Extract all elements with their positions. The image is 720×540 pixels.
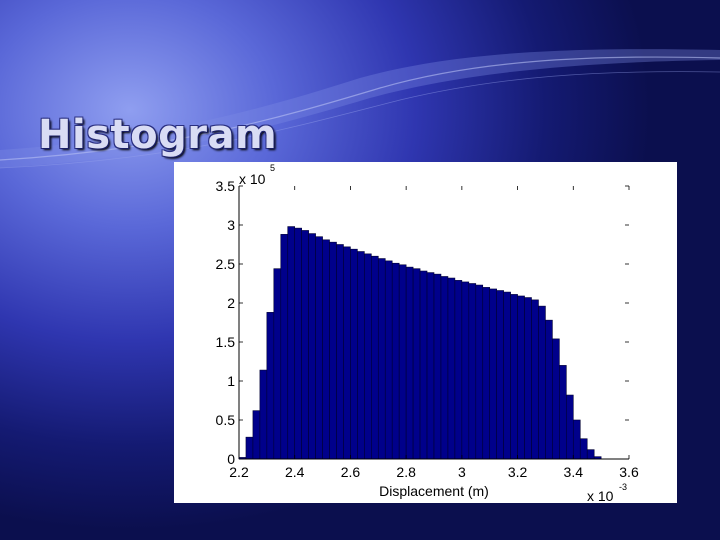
histogram-bar: [503, 291, 511, 460]
x-multiplier: x 10: [587, 488, 614, 503]
histogram-bar: [405, 266, 414, 460]
histogram-bar: [391, 262, 400, 460]
x-tick-label: 2.8: [396, 464, 416, 480]
histogram-bar: [287, 226, 296, 460]
histogram-bar: [552, 338, 560, 460]
histogram-bar: [426, 272, 435, 460]
histogram-bar: [329, 241, 337, 460]
histogram-bar: [357, 251, 365, 460]
histogram-bar: [531, 299, 539, 460]
histogram-bar: [301, 230, 309, 460]
histogram-bar: [245, 436, 254, 460]
histogram-bar: [308, 233, 316, 460]
histogram-bars: [238, 226, 602, 460]
histogram-bar: [510, 294, 518, 460]
histogram-bar: [579, 438, 588, 460]
slide-title: Histogram: [38, 112, 278, 158]
x-tick-label: 3: [458, 464, 466, 480]
histogram-bar: [440, 276, 449, 460]
y-tick-label: 2.5: [216, 256, 236, 272]
x-axis-label: Displacement (m): [379, 483, 489, 499]
histogram-bar: [252, 410, 261, 460]
histogram-bar: [336, 244, 344, 460]
histogram-bar: [419, 270, 428, 460]
y-multiplier-exponent: 5: [270, 163, 275, 173]
histogram-bar: [447, 277, 456, 460]
histogram-bar: [517, 295, 525, 460]
y-multiplier: x 10: [239, 171, 266, 187]
histogram-bar: [559, 365, 567, 460]
histogram-bar: [259, 369, 268, 460]
histogram-figure: 2.2 2.4 2.6 2.8 3 3.2 3.4 3.6 0 0.5 1 1.5 2 2.5 3 3.5 …: [174, 162, 677, 503]
histogram-bar: [273, 268, 282, 460]
x-tick-label: 3.4: [564, 464, 584, 480]
histogram-bar: [545, 319, 553, 460]
histogram-bar: [586, 449, 595, 460]
histogram-bar: [266, 312, 275, 460]
histogram-bar: [468, 283, 477, 460]
histogram-bar: [377, 258, 386, 460]
x-tick-label: 3.2: [508, 464, 528, 480]
y-tick-label: 0: [227, 451, 235, 467]
histogram-bar: [315, 236, 323, 460]
histogram-bar: [475, 284, 484, 460]
histogram-bar: [572, 419, 581, 460]
histogram-bar: [322, 239, 330, 460]
histogram-chart: 2.2 2.4 2.6 2.8 3 3.2 3.4 3.6 00.511.522.533.5 …: [216, 163, 639, 503]
x-tick-label: 2.6: [341, 464, 361, 480]
y-tick-label: 0.5: [216, 412, 236, 428]
histogram-bar: [280, 234, 289, 460]
x-tick-labels: 2.2 2.4 2.6 2.8 3 3.2 3.4 3.6: [229, 464, 639, 480]
histogram-bar: [538, 305, 546, 460]
plot-axes: [238, 186, 629, 460]
histogram-bar: [489, 288, 497, 460]
x-multiplier-exponent: -3: [619, 482, 627, 492]
histogram-bar: [343, 246, 351, 460]
histogram-bar: [398, 264, 407, 460]
histogram-bar: [364, 253, 372, 460]
y-tick-label: 3.5: [216, 178, 236, 194]
histogram-bar: [496, 290, 504, 460]
histogram-bar: [412, 268, 421, 460]
y-tick-label: 1: [227, 373, 235, 389]
histogram-bar: [371, 255, 379, 460]
histogram-bar: [433, 273, 442, 460]
y-tick-labels: 0 0.5 1 1.5 2 2.5 3 3.5: [216, 178, 236, 467]
tick-marks: [238, 185, 630, 460]
histogram-bar: [524, 297, 532, 460]
histogram-bar: [384, 260, 393, 460]
y-tick-label: 2: [227, 295, 235, 311]
histogram-bar: [566, 394, 574, 460]
y-tick-label: 1.5: [216, 334, 236, 350]
y-tick-label: 3: [227, 217, 235, 233]
histogram-bar: [454, 280, 463, 460]
histogram-bar: [482, 287, 491, 460]
histogram-bar: [350, 248, 358, 460]
histogram-bar: [294, 227, 302, 460]
x-tick-label: 2.2: [229, 464, 249, 480]
histogram-bar: [461, 281, 470, 460]
x-tick-label: 3.6: [619, 464, 639, 480]
x-tick-label: 2.4: [285, 464, 305, 480]
